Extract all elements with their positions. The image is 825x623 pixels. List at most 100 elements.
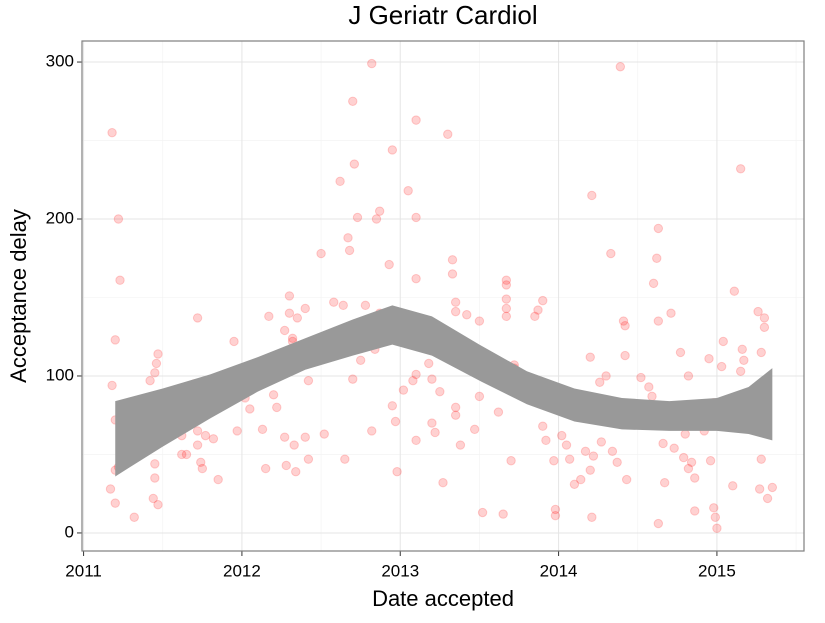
point	[596, 437, 607, 447]
point	[329, 297, 339, 307]
point	[498, 509, 508, 519]
point	[636, 372, 646, 383]
point	[675, 347, 686, 358]
x-tick-label: 2012	[223, 561, 261, 580]
point	[767, 482, 778, 493]
point	[107, 380, 117, 391]
point	[530, 311, 540, 322]
point	[585, 352, 595, 362]
point	[759, 313, 770, 323]
point	[213, 474, 223, 485]
point	[718, 336, 728, 347]
point	[196, 457, 206, 468]
point	[349, 159, 360, 169]
point	[549, 456, 559, 466]
point	[192, 426, 203, 436]
point	[264, 311, 274, 322]
point	[343, 233, 353, 243]
point	[756, 347, 766, 358]
point	[411, 435, 421, 446]
point	[150, 473, 160, 483]
point	[762, 493, 773, 504]
point	[268, 390, 279, 400]
point	[281, 460, 291, 471]
point	[450, 402, 461, 413]
point	[113, 214, 124, 224]
point	[355, 355, 366, 365]
point	[753, 306, 763, 317]
point	[411, 212, 421, 223]
point	[474, 316, 485, 326]
point	[550, 510, 561, 521]
point	[533, 305, 543, 315]
point	[348, 96, 358, 106]
point	[105, 484, 116, 494]
point	[754, 484, 765, 494]
point	[279, 325, 290, 336]
point	[710, 512, 721, 522]
chart-title: J Geriatr Cardiol	[348, 0, 537, 30]
point	[450, 297, 461, 307]
point	[150, 459, 160, 469]
point	[352, 212, 363, 223]
point	[493, 407, 504, 417]
point	[716, 361, 727, 372]
point	[374, 206, 385, 216]
point	[705, 456, 716, 466]
point	[620, 350, 630, 361]
point	[621, 474, 632, 485]
point	[279, 432, 290, 442]
point	[680, 429, 690, 439]
point	[289, 440, 299, 450]
point	[506, 456, 516, 466]
point	[272, 402, 282, 413]
point	[737, 344, 747, 354]
y-axis-label: Acceptance delay	[6, 209, 31, 383]
point	[659, 478, 670, 488]
point	[588, 451, 599, 461]
point	[150, 368, 160, 378]
point	[284, 291, 295, 301]
point	[648, 278, 659, 289]
point	[424, 358, 434, 369]
point	[469, 424, 480, 435]
point	[303, 375, 314, 386]
point	[538, 421, 548, 431]
point	[387, 401, 398, 411]
point	[148, 493, 158, 504]
point	[501, 311, 512, 322]
point	[652, 253, 662, 263]
point	[232, 426, 242, 436]
point	[387, 145, 398, 155]
plot-border	[81, 40, 805, 552]
point	[447, 255, 458, 265]
point	[303, 454, 314, 464]
point	[316, 248, 326, 259]
point	[319, 429, 329, 439]
point	[192, 313, 203, 323]
point	[229, 336, 239, 347]
point	[192, 440, 203, 450]
point	[367, 58, 377, 69]
point	[107, 127, 117, 138]
smooth-band	[115, 305, 773, 477]
point	[110, 498, 120, 508]
y-tick-label: 0	[65, 522, 74, 541]
point	[587, 512, 597, 522]
y-tick-label: 200	[46, 208, 74, 227]
point	[367, 426, 377, 436]
point	[291, 467, 301, 477]
point	[287, 333, 298, 344]
point	[450, 306, 461, 317]
point	[704, 354, 714, 364]
point	[338, 300, 348, 311]
point	[541, 435, 551, 446]
point	[390, 416, 401, 427]
point	[576, 474, 586, 485]
point	[200, 430, 211, 441]
point	[653, 223, 664, 234]
point	[348, 374, 358, 384]
point	[462, 310, 472, 320]
point	[739, 355, 749, 365]
